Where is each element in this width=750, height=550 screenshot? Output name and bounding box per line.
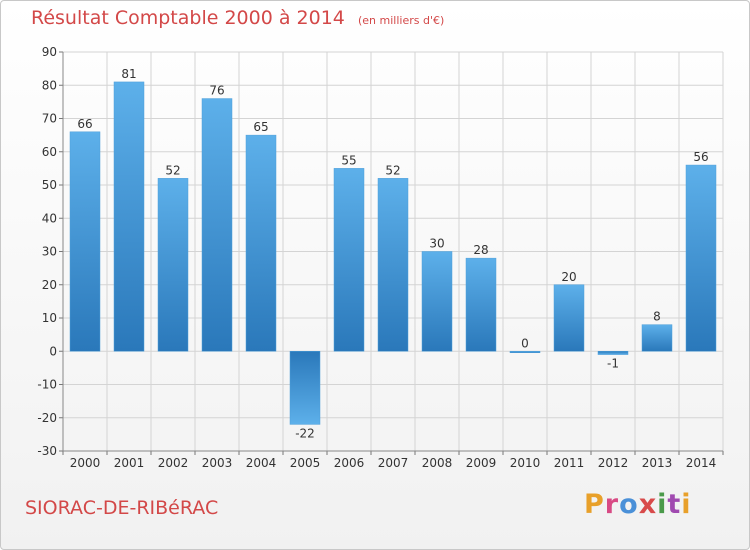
x-tick-label: 2003 (202, 456, 233, 470)
y-tick-label: 80 (42, 78, 57, 92)
value-label: 76 (209, 84, 224, 98)
x-tick-label: 2004 (246, 456, 277, 470)
y-tick-label: 90 (42, 45, 57, 59)
logo-letter: P (584, 489, 605, 520)
y-tick-label: 60 (42, 145, 57, 159)
y-tick-label: 50 (42, 178, 57, 192)
value-label: 55 (341, 153, 356, 167)
value-label: 65 (253, 120, 268, 134)
bar-2006 (333, 168, 365, 352)
logo-letter: i (657, 489, 668, 520)
bar-2008 (421, 251, 453, 352)
label-layer: -30-20-100102030405060708090662000812001… (37, 45, 716, 470)
bar-2009 (465, 257, 497, 352)
x-tick-label: 2005 (290, 456, 321, 470)
x-tick-label: 2012 (598, 456, 629, 470)
bar-2005 (289, 351, 321, 425)
chart-unit: (en milliers d'€) (357, 14, 445, 27)
y-tick-label: 40 (42, 211, 57, 225)
logo-letter: o (619, 489, 639, 520)
value-label: 81 (121, 67, 136, 81)
x-tick-label: 2011 (554, 456, 585, 470)
bar-2014 (685, 164, 717, 352)
x-tick-label: 2010 (510, 456, 541, 470)
x-tick-label: 2006 (334, 456, 365, 470)
x-tick-label: 2000 (70, 456, 101, 470)
bar-2004 (245, 134, 277, 352)
chart-title-text: Résultat Comptable 2000 à 2014 (31, 7, 345, 29)
value-label: 52 (165, 163, 180, 177)
proxiti-logo: Proxiti (584, 489, 692, 520)
value-label: 30 (429, 237, 444, 251)
value-label: 52 (385, 163, 400, 177)
y-tick-label: 70 (42, 112, 57, 126)
bar-2002 (157, 178, 189, 352)
y-tick-label: 0 (49, 344, 57, 358)
y-tick-label: 20 (42, 278, 57, 292)
bar-2001 (113, 81, 145, 352)
y-tick-label: -20 (37, 411, 57, 425)
x-tick-label: 2008 (422, 456, 453, 470)
value-label: 20 (561, 270, 576, 284)
value-label: 66 (77, 117, 92, 131)
logo-letter: t (667, 489, 682, 520)
y-tick-label: -30 (37, 444, 57, 458)
x-tick-label: 2002 (158, 456, 189, 470)
bar-2000 (69, 131, 101, 352)
bar-2003 (201, 98, 233, 352)
bar-2012 (597, 351, 629, 355)
x-tick-label: 2014 (686, 456, 717, 470)
x-tick-label: 2001 (114, 456, 145, 470)
value-label: 56 (693, 150, 708, 164)
y-tick-label: 10 (42, 311, 57, 325)
value-label: -1 (607, 357, 619, 371)
x-tick-label: 2007 (378, 456, 409, 470)
bar-2013 (641, 324, 673, 352)
bar-2007 (377, 178, 409, 352)
value-label: -22 (295, 426, 315, 440)
y-tick-label: -10 (37, 378, 57, 392)
y-tick-label: 30 (42, 245, 57, 259)
x-tick-label: 2009 (466, 456, 497, 470)
logo-letter: i (681, 489, 692, 520)
value-label: 0 (521, 336, 529, 350)
bar-2011 (553, 284, 585, 352)
value-label: 28 (473, 243, 488, 257)
chart-title: Résultat Comptable 2000 à 2014 (en milli… (31, 7, 444, 29)
bar-layer (69, 81, 717, 425)
logo-letter: r (604, 489, 620, 520)
logo-letter: x (638, 489, 658, 520)
bar-2010 (509, 351, 541, 353)
x-tick-label: 2013 (642, 456, 673, 470)
value-label: 8 (653, 310, 661, 324)
commune-name: SIORAC-DE-RIBéRAC (25, 497, 219, 519)
